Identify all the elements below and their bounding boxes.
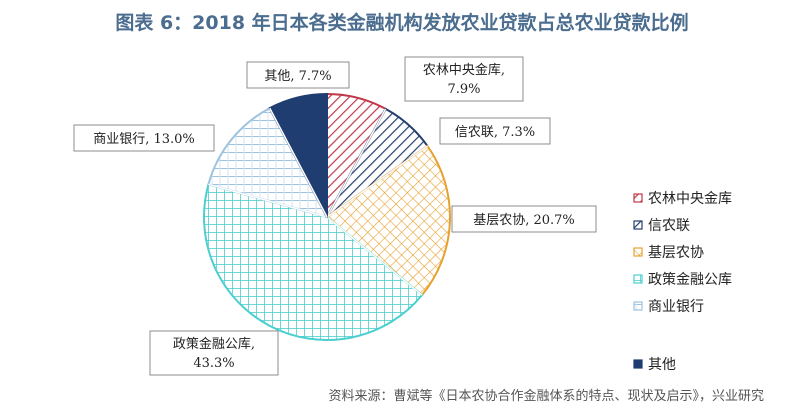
pie-slice-2 bbox=[325, 144, 451, 297]
legend-item-3: 政策金融公库 bbox=[633, 271, 732, 288]
legend-label-5: 其他 bbox=[648, 357, 676, 373]
slice-label-text-4-0: 商业银行, 13.0% bbox=[93, 132, 195, 147]
slice-label-text-2-0: 基层农协, 20.7% bbox=[473, 213, 575, 228]
legend-swatch-5 bbox=[633, 359, 643, 369]
legend-item-0: 农林中央金库 bbox=[633, 191, 732, 207]
legend-label-0: 农林中央金库 bbox=[648, 191, 732, 207]
slice-label-4: 商业银行, 13.0% bbox=[73, 124, 215, 152]
slice-label-0: 农林中央金库, 7.9% bbox=[404, 56, 524, 102]
pie-slice-4 bbox=[207, 106, 329, 219]
source-note: 资料来源：曹斌等《日本农协合作金融体系的特点、现状及启示》，兴业研究 bbox=[328, 389, 764, 404]
legend-item-1: 信农联 bbox=[633, 218, 690, 234]
legend-swatch-3 bbox=[633, 274, 643, 284]
slice-label-5: 其他, 7.7% bbox=[246, 61, 350, 89]
legend-swatch-0 bbox=[633, 193, 643, 203]
slice-label-2: 基层农协, 20.7% bbox=[451, 205, 597, 233]
legend-item-2: 基层农协 bbox=[633, 244, 704, 261]
slice-label-text-5-0: 其他, 7.7% bbox=[264, 69, 331, 84]
slice-label-1: 信农联, 7.3% bbox=[439, 117, 551, 145]
slice-label-text-3-1: 43.3% bbox=[193, 356, 234, 371]
slice-label-3: 政策金融公库, 43.3% bbox=[149, 330, 279, 376]
legend-swatch-2 bbox=[633, 247, 643, 257]
legend-item-4: 商业银行 bbox=[633, 299, 704, 315]
legend-label-4: 商业银行 bbox=[648, 299, 704, 315]
legend-swatch-4 bbox=[633, 301, 643, 311]
legend-label-1: 信农联 bbox=[648, 218, 690, 234]
legend-swatch-1 bbox=[633, 220, 643, 230]
legend-item-5: 其他 bbox=[633, 357, 676, 373]
slice-label-text-0-1: 7.9% bbox=[447, 82, 480, 97]
legend-label-2: 基层农协 bbox=[648, 244, 704, 261]
pie-slice-3 bbox=[203, 183, 424, 341]
chart-title: 图表 6：2018 年日本各类金融机构发放农业贷款占总农业贷款比例 bbox=[115, 12, 689, 34]
slice-label-text-0-0: 农林中央金库, bbox=[423, 62, 505, 78]
slice-label-text-1-0: 信农联, 7.3% bbox=[455, 125, 535, 140]
legend-label-3: 政策金融公库 bbox=[648, 271, 732, 288]
slice-label-text-3-0: 政策金融公库, bbox=[173, 336, 255, 352]
